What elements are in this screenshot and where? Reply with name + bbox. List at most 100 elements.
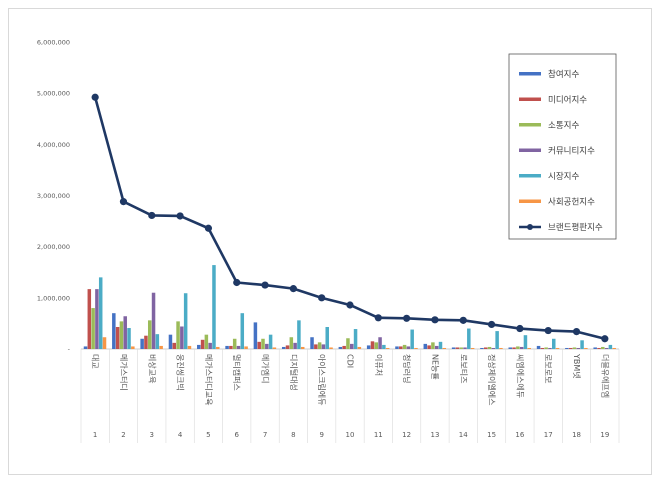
bar-5: [212, 265, 216, 349]
bar-4: [236, 345, 241, 349]
brand-index-point: [516, 324, 524, 333]
bar-5: [240, 313, 245, 349]
legend-label: 사회공헌지수: [548, 198, 595, 208]
bar-2: [144, 335, 148, 349]
y-tick-label: 3,000,000: [37, 192, 70, 200]
bar-2: [512, 347, 516, 349]
bar-3: [544, 347, 548, 349]
legend-swatch: [519, 148, 541, 152]
brand-index-point: [374, 314, 382, 322]
bar-3: [147, 320, 152, 349]
bar-5: [155, 334, 160, 349]
bar-6: [470, 347, 475, 349]
bar-1: [423, 343, 428, 349]
x-index-label: 12: [402, 431, 411, 439]
brand-index-point: [233, 278, 241, 287]
x-index-label: 1: [93, 431, 97, 439]
y-tick-label: 6,000,000: [37, 39, 70, 47]
bar-1: [451, 347, 456, 349]
x-tick-label: 웅진씽크빅: [176, 354, 186, 391]
bar-5: [410, 329, 414, 349]
bar-2: [229, 345, 233, 349]
legend-swatch: [519, 97, 541, 101]
bar-2: [342, 345, 346, 349]
bar-1: [140, 338, 144, 349]
bar-2: [597, 347, 601, 349]
x-tick-label: 로보로보: [544, 354, 553, 383]
bar-6: [329, 347, 333, 349]
brand-index-point: [148, 211, 156, 220]
bar-5: [183, 293, 188, 349]
bar-4: [406, 346, 411, 349]
bar-4: [491, 347, 496, 349]
bar-5: [325, 326, 329, 349]
bar-6: [414, 347, 418, 349]
x-index-label: 4: [178, 431, 183, 439]
legend-label: 미디어지수: [548, 95, 587, 106]
bar-2: [314, 344, 318, 349]
bar-6: [442, 347, 447, 349]
brand-index-point: [91, 93, 99, 101]
bar-2: [483, 347, 488, 349]
bar-4: [378, 337, 382, 349]
bar-4: [434, 345, 439, 349]
bar-4: [293, 342, 297, 349]
bar-3: [346, 338, 350, 349]
legend-label: 시장지수: [548, 171, 579, 182]
bar-1: [480, 347, 484, 349]
bar-6: [612, 347, 616, 349]
bar-1: [536, 345, 541, 349]
bar-3: [119, 321, 124, 349]
bar-3: [459, 347, 463, 349]
x-axis: 대교 1 메가스터디 2 비상교육 3 웅진씽크빅 4 메가스터디교육 5 멀티캠퍼스 6 메가엠디 7 디…: [80, 348, 620, 443]
bar-5: [353, 329, 358, 349]
bar-5: [268, 334, 273, 349]
bar-2: [172, 342, 177, 349]
x-tick-label: 메가스터디: [119, 354, 128, 391]
y-tick-label: 5,000,000: [37, 90, 70, 98]
bar-5: [127, 328, 131, 349]
bar-2: [200, 339, 205, 349]
bar-series-group: [83, 265, 616, 349]
bar-4: [123, 316, 127, 349]
bar-6: [187, 345, 192, 349]
brand-index-point: [431, 316, 439, 324]
bar-5: [467, 328, 471, 349]
x-tick-label: 정상제이엘에스: [487, 354, 497, 406]
legend-line-marker: [527, 224, 533, 230]
x-tick-label: 메가스터디교육: [204, 354, 213, 406]
bar-3: [317, 342, 322, 349]
bar-2: [568, 347, 573, 349]
brand-index-point: [289, 285, 297, 293]
x-index-label: 19: [600, 431, 609, 439]
legend-swatch: [519, 199, 541, 203]
bar-2: [115, 326, 120, 349]
bar-3: [601, 346, 605, 349]
bar-6: [131, 346, 135, 349]
bar-3: [204, 334, 209, 349]
bar-4: [95, 289, 99, 349]
x-index-label: 17: [544, 431, 553, 439]
brand-index-point: [119, 198, 128, 206]
brand-index-point: [487, 320, 496, 329]
bar-1: [565, 347, 569, 349]
bar-5: [438, 341, 443, 349]
bar-1: [338, 346, 343, 349]
bar-1: [225, 345, 229, 349]
chart-frame: - 1,000,000 2,000,000 3,000,000 4,000,000 5,0…: [8, 8, 652, 475]
x-index-label: 8: [291, 431, 295, 439]
brand-index-point: [318, 294, 326, 302]
bar-3: [431, 342, 435, 349]
bar-4: [180, 326, 184, 349]
x-tick-label: 로보티즈: [459, 354, 468, 383]
bar-4: [350, 343, 354, 349]
bar-6: [159, 345, 163, 349]
bar-6: [527, 347, 531, 349]
bar-2: [399, 346, 403, 349]
legend-label: 소통지수: [548, 121, 579, 131]
x-tick-label: 멀티캠퍼스: [232, 354, 242, 391]
brand-index-point: [176, 212, 184, 220]
bar-6: [244, 346, 248, 349]
x-tick-label: 이퓨처: [374, 354, 384, 376]
x-index-label: 11: [374, 431, 383, 439]
